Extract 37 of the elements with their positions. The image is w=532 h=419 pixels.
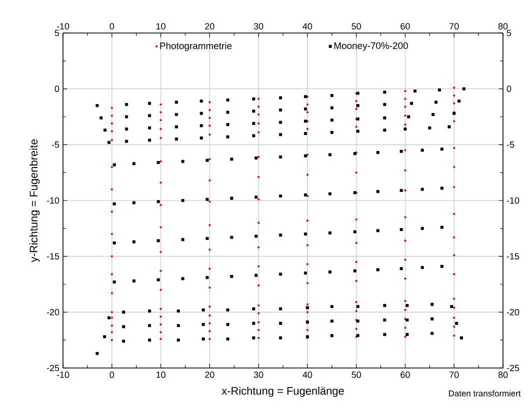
- x2-tick-label: 80: [498, 372, 508, 378]
- y-tick-label: -10: [46, 197, 60, 204]
- y2-tick-label: -15: [506, 253, 520, 260]
- y2-tick-label: 0: [506, 86, 512, 92]
- x-tick-label: 30: [254, 23, 264, 30]
- x2-tick-label: 0: [110, 372, 114, 378]
- y2-tick-label: -25: [506, 364, 520, 372]
- x-tick-label: 0: [110, 23, 114, 30]
- x-tick-label: 10: [156, 23, 166, 30]
- x-tick-label: 40: [302, 23, 312, 30]
- y-tick-label: -15: [46, 253, 60, 260]
- x2-tick-label: 30: [254, 372, 264, 378]
- x2-tick-label: 20: [205, 372, 214, 378]
- x2-tick-label: 40: [302, 372, 312, 378]
- y2-tick-label: -20: [506, 308, 520, 316]
- legend-label: Mooney-70%-200: [334, 42, 408, 51]
- x2-tick-label: 50: [352, 372, 361, 378]
- x-tick-label: 20: [205, 23, 214, 30]
- x2-tick-label: 10: [156, 372, 166, 378]
- x-tick-label: 70: [450, 23, 459, 30]
- y-axis-title: y-Richtung = Fugenbreite: [29, 139, 40, 262]
- x2-tick-label: 60: [400, 372, 410, 378]
- x-tick-label: 60: [400, 23, 410, 30]
- x-tick-label: 50: [352, 23, 361, 30]
- x-axis-title: x-Richtung = Fugenlänge: [222, 386, 344, 397]
- y2-tick-label: 5: [506, 30, 512, 36]
- x2-tick-label: 70: [450, 372, 459, 378]
- x-tick-label: 80: [498, 23, 508, 30]
- legend-label: Photogrammetrie: [160, 42, 232, 52]
- y-tick-label: 0: [54, 86, 60, 92]
- y2-tick-label: -5: [506, 142, 514, 148]
- y-tick-label: -20: [46, 308, 60, 316]
- y-tick-label: 5: [54, 30, 60, 36]
- y-tick-label: -25: [46, 364, 60, 372]
- y2-tick-label: -10: [506, 197, 520, 204]
- y-tick-label: -5: [52, 142, 60, 148]
- text: Daten transformiert: [449, 390, 521, 396]
